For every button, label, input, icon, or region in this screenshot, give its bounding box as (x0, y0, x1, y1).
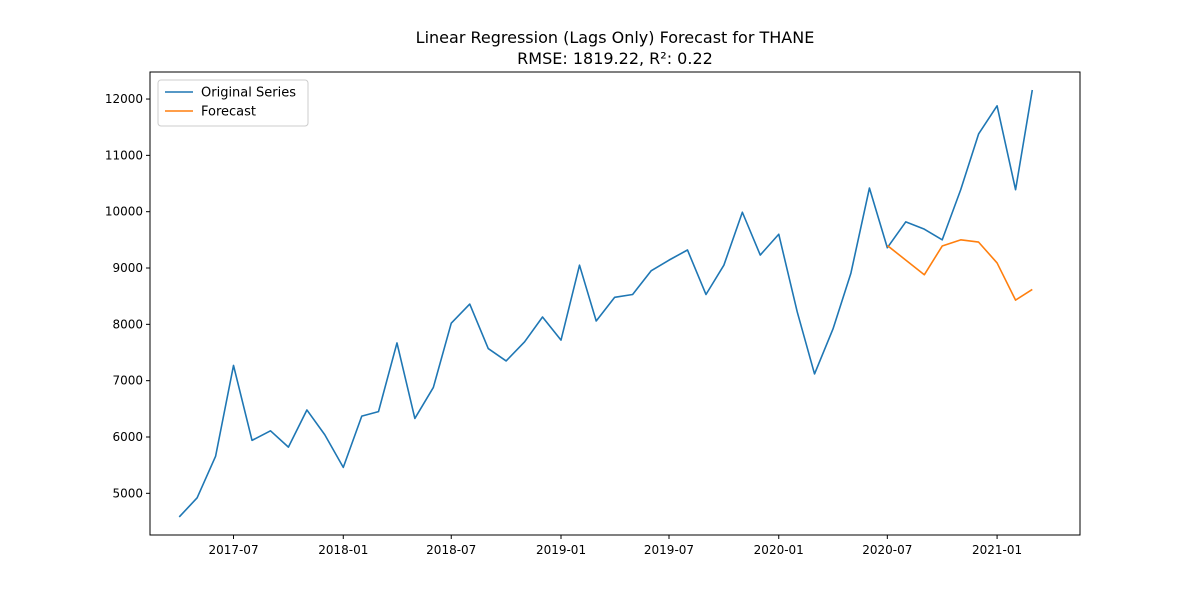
legend-box (157, 79, 309, 127)
chart-title: Linear Regression (Lags Only) Forecast f… (416, 28, 815, 47)
y-tick-label: 12000 (105, 92, 143, 106)
x-tick-label: 2019-07 (644, 543, 694, 557)
x-tick-label: 2018-07 (426, 543, 476, 557)
axes-frame (149, 71, 1081, 536)
y-tick-label: 9000 (112, 261, 143, 275)
y-tick-label: 5000 (112, 486, 143, 500)
chart-subtitle: RMSE: 1819.22, R²: 0.22 (517, 49, 713, 68)
x-tick-label: 2020-01 (754, 543, 804, 557)
y-tick-label: 11000 (105, 148, 143, 162)
x-tick-label: 2021-01 (972, 543, 1022, 557)
y-tick-label: 7000 (112, 374, 143, 388)
y-tick-label: 6000 (112, 430, 143, 444)
y-tick-label: 8000 (112, 317, 143, 331)
series-line-forecast (886, 239, 1033, 301)
x-tick-label: 2017-07 (208, 543, 258, 557)
plot-area: 5000 6000 7000 8000 9000 10000 11000 12000 2017-… (105, 89, 1034, 557)
legend-label-original-series: Original Series (201, 86, 296, 101)
x-tick-label: 2020-07 (862, 543, 912, 557)
y-tick-label: 10000 (105, 205, 143, 219)
x-tick-label: 2018-01 (318, 543, 368, 557)
legend-label-forecast: Forecast (201, 105, 256, 120)
legend: Original Series Forecast (157, 79, 309, 127)
series-line-original-series (178, 89, 1034, 518)
x-tick-label: 2019-01 (536, 543, 586, 557)
